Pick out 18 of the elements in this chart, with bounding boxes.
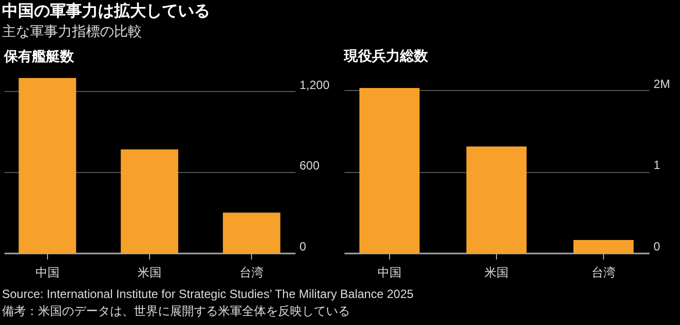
y-tick-label: 0: [654, 240, 660, 254]
y-tick-label: 2M: [654, 76, 670, 91]
chart-title: 中国の軍事力は拡大している: [2, 2, 211, 22]
x-tick-label: 中国: [35, 266, 60, 280]
source-note: Source: International Institute for Strategic Studies’ The Military Balance 2025: [2, 286, 415, 303]
chart-subtitle: 主な軍事力指標の比較: [2, 22, 143, 40]
y-tick-label: 1,200: [300, 78, 330, 92]
x-tick-label: 米国: [138, 266, 162, 280]
y-tick-label: 1: [654, 158, 660, 172]
y-axis-title: 現役兵力総数: [343, 47, 429, 64]
y-tick-label: 0: [300, 240, 306, 254]
x-tick-label: 台湾: [240, 266, 264, 280]
y-axis-title: 保有艦艇数: [3, 48, 75, 64]
text: 備考：米国のデータは、世界に展開する米軍全体を反映している: [2, 303, 351, 320]
x-tick-label: 中国: [377, 266, 402, 280]
x-tick-label: 米国: [484, 266, 508, 280]
y-tick-label: 600: [300, 158, 320, 173]
x-tick-label: 台湾: [592, 266, 616, 280]
